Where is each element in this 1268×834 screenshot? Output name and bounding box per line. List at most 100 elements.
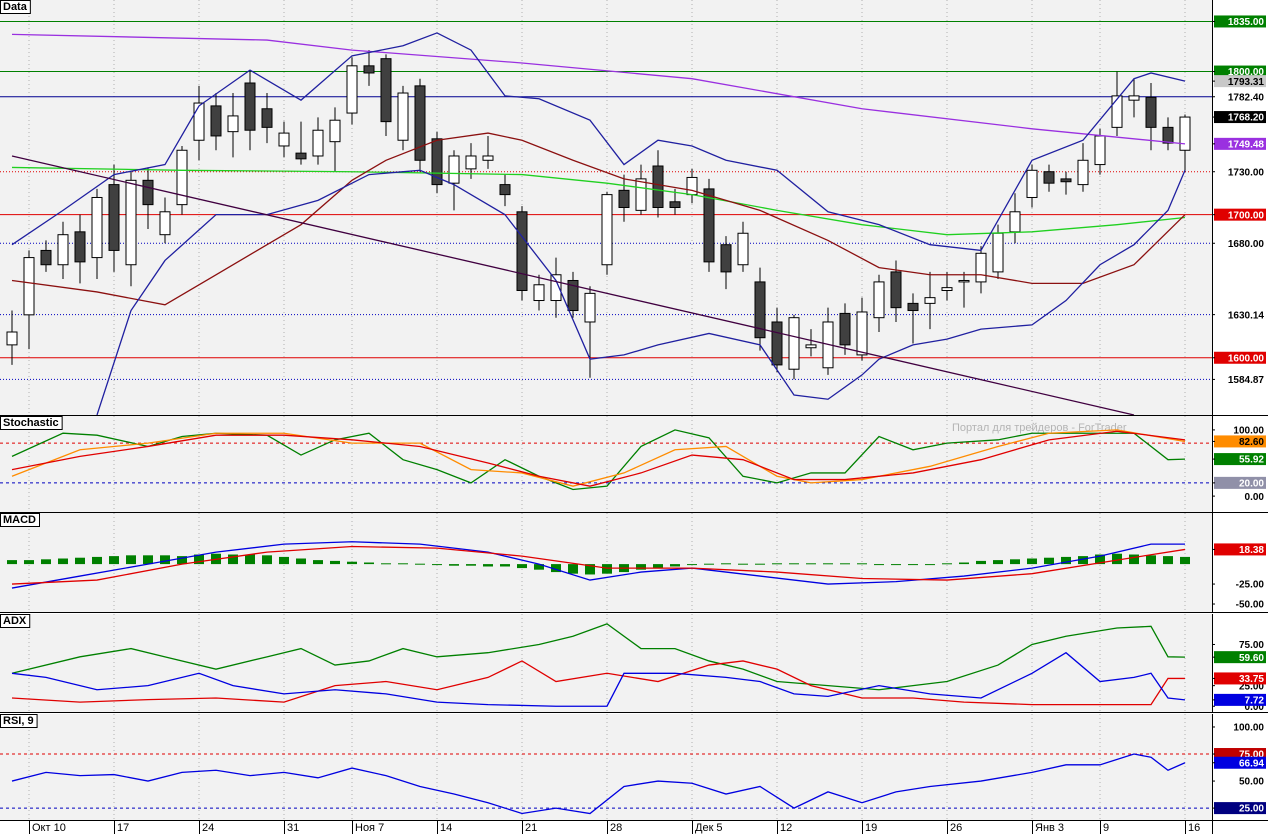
histogram-bar bbox=[24, 560, 34, 565]
candle-body bbox=[193, 102, 205, 141]
histogram-bar bbox=[534, 564, 544, 570]
level-label: 1793.31 bbox=[1228, 77, 1265, 88]
histogram-bar bbox=[908, 564, 918, 566]
level-label: 75.00 bbox=[1239, 640, 1264, 651]
panel bbox=[7, 513, 1190, 612]
candle-body bbox=[23, 257, 35, 316]
histogram-bar bbox=[415, 563, 425, 565]
candle-body bbox=[754, 281, 766, 339]
candle-body bbox=[992, 232, 1004, 273]
series-line bbox=[11, 541, 1185, 589]
candle-body bbox=[567, 279, 579, 312]
level-label: 1782.40 bbox=[1228, 92, 1265, 103]
candle-body bbox=[1060, 178, 1072, 183]
level-label: 25.00 bbox=[1239, 681, 1264, 692]
panel-title-box bbox=[0, 614, 31, 628]
x-tick-label: 9 bbox=[1103, 822, 1109, 834]
candle-body bbox=[533, 284, 545, 302]
x-tick-label: Окт 10 bbox=[32, 822, 66, 834]
candle-body bbox=[924, 297, 936, 304]
level-label: 0.00 bbox=[1245, 702, 1265, 713]
candle-body bbox=[244, 82, 256, 131]
series-line bbox=[11, 545, 1186, 585]
level-label: 66.94 bbox=[1239, 758, 1264, 769]
level-label-bg bbox=[1214, 75, 1266, 88]
level-label: 100.00 bbox=[1233, 426, 1264, 437]
panel-title-box bbox=[0, 714, 38, 728]
candle-body bbox=[720, 244, 732, 273]
histogram-bar bbox=[262, 555, 272, 565]
panel-title-box bbox=[0, 0, 31, 14]
candle-body bbox=[1043, 171, 1055, 184]
candle-body bbox=[482, 155, 494, 161]
histogram-bar bbox=[1163, 556, 1173, 565]
level-label: 1749.48 bbox=[1228, 139, 1265, 150]
histogram-bar bbox=[517, 564, 527, 569]
candle-body bbox=[295, 152, 307, 160]
histogram-bar bbox=[806, 563, 816, 565]
candle-body bbox=[1026, 169, 1038, 198]
level-label-bg bbox=[1214, 137, 1266, 150]
series-line bbox=[96, 169, 1186, 415]
histogram-bar bbox=[993, 560, 1003, 565]
level-label: 100.00 bbox=[1233, 723, 1264, 734]
histogram-bar bbox=[7, 560, 17, 565]
candle-body bbox=[1077, 159, 1089, 186]
histogram-bar bbox=[738, 563, 748, 565]
histogram-bar bbox=[330, 560, 340, 565]
x-tick-label: 14 bbox=[440, 822, 452, 834]
candle-body bbox=[142, 179, 154, 206]
candle-body bbox=[499, 184, 511, 196]
x-tick-label: 16 bbox=[1188, 822, 1200, 834]
histogram-bar bbox=[1112, 553, 1122, 565]
histogram-bar bbox=[279, 556, 289, 565]
histogram-bar bbox=[636, 564, 646, 570]
panel-background bbox=[0, 416, 1212, 512]
candle-body bbox=[873, 281, 885, 319]
histogram-bar bbox=[551, 564, 561, 573]
histogram-bar bbox=[483, 564, 493, 567]
candle-body bbox=[431, 138, 443, 186]
level-label: 75.00 bbox=[1239, 750, 1264, 761]
candle-body bbox=[703, 188, 715, 263]
panel-background bbox=[0, 614, 1212, 712]
panel-title: Stochastic bbox=[3, 417, 59, 429]
candle-body bbox=[57, 234, 69, 266]
x-tick-label: 19 bbox=[865, 822, 877, 834]
panel-title: Data bbox=[3, 1, 28, 13]
series-line bbox=[11, 429, 1186, 487]
histogram-bar bbox=[874, 564, 884, 566]
level-label: 1680.00 bbox=[1228, 239, 1265, 250]
candle-body bbox=[159, 211, 171, 236]
candle-body bbox=[669, 201, 681, 209]
level-label: 0.00 bbox=[1245, 492, 1265, 503]
x-tick-label: 17 bbox=[117, 822, 129, 834]
x-tick-label: Ноя 7 bbox=[355, 822, 384, 834]
panel: Портал для трейдеров - ForTrader bbox=[0, 416, 1212, 512]
candle-body bbox=[397, 92, 409, 141]
level-label-bg bbox=[1214, 453, 1266, 466]
series-line bbox=[11, 651, 1186, 707]
x-tick-label: Дек 5 bbox=[695, 822, 723, 834]
candle-body bbox=[584, 292, 596, 323]
candle-body bbox=[40, 249, 52, 266]
price-scale bbox=[1212, 513, 1268, 612]
level-label-bg bbox=[1214, 756, 1266, 769]
histogram-bar bbox=[160, 555, 170, 565]
candle-body bbox=[329, 119, 341, 143]
date-axis bbox=[0, 821, 1268, 834]
level-label: 1584.87 bbox=[1228, 375, 1265, 386]
candle-body bbox=[1128, 95, 1140, 101]
histogram-bar bbox=[755, 563, 765, 565]
histogram-bar bbox=[925, 564, 935, 566]
candle-body bbox=[363, 65, 375, 74]
candle-body bbox=[686, 176, 698, 196]
level-label: 55.92 bbox=[1239, 455, 1264, 466]
histogram-bar bbox=[177, 556, 187, 565]
panel bbox=[11, 614, 1186, 712]
candle-body bbox=[516, 211, 528, 291]
histogram-bar bbox=[1044, 557, 1054, 565]
level-label: 1730.00 bbox=[1228, 167, 1265, 178]
